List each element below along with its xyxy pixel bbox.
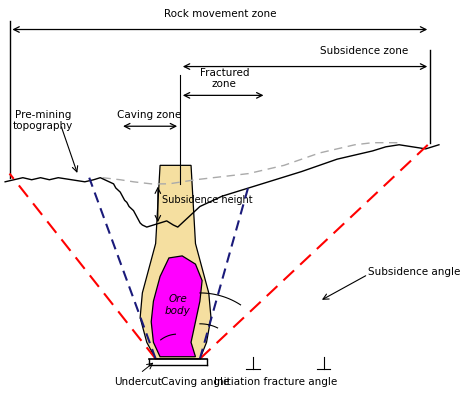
- Text: Subsidence angle: Subsidence angle: [368, 267, 461, 278]
- Text: Undercut: Undercut: [114, 377, 162, 387]
- Polygon shape: [151, 256, 202, 357]
- Text: Caving angle: Caving angle: [161, 377, 230, 387]
- Text: Subsidence zone: Subsidence zone: [319, 46, 408, 56]
- Text: Caving zone: Caving zone: [117, 110, 181, 120]
- Text: Initiation fracture angle: Initiation fracture angle: [213, 377, 337, 387]
- Text: Ore
body: Ore body: [165, 294, 191, 316]
- Text: Pre-mining
topography: Pre-mining topography: [13, 110, 73, 131]
- Text: Rock movement zone: Rock movement zone: [164, 9, 276, 19]
- Text: Subsidence height: Subsidence height: [162, 195, 253, 205]
- Polygon shape: [140, 165, 211, 359]
- Text: Fractured
zone: Fractured zone: [200, 68, 249, 89]
